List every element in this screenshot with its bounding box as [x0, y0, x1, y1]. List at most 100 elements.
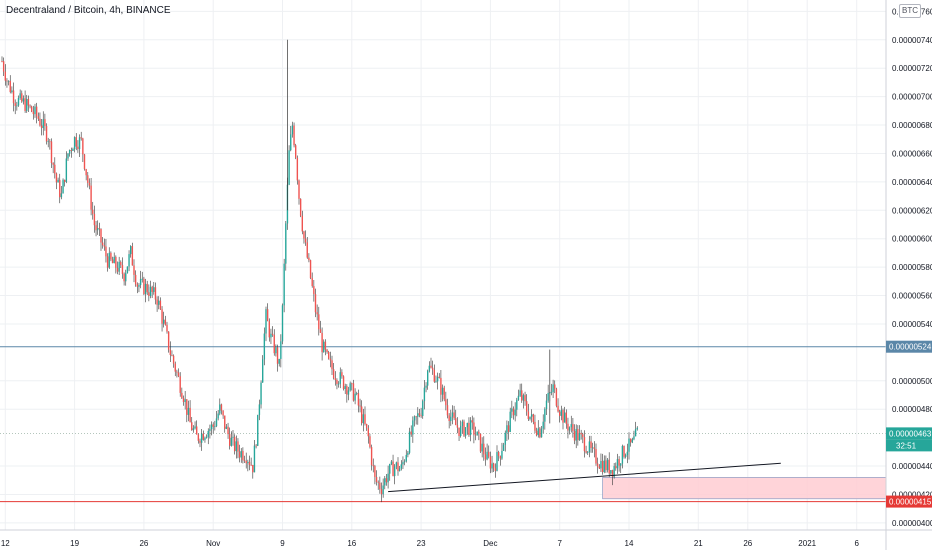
candle-down	[93, 213, 96, 226]
candle-down	[415, 416, 417, 418]
candle-down	[116, 267, 119, 272]
candle-down	[103, 245, 105, 247]
candle-up	[187, 407, 190, 415]
candle-down	[12, 90, 15, 104]
candle-down	[397, 462, 399, 472]
candle-up	[600, 460, 602, 469]
candle-down	[295, 145, 297, 158]
countdown-bg	[886, 439, 932, 452]
candle-down	[367, 427, 369, 437]
candle-down	[351, 383, 353, 385]
candle-down	[191, 422, 193, 431]
candle-up	[610, 470, 612, 474]
candle-down	[9, 80, 11, 93]
candle-up	[68, 150, 71, 154]
candle-down	[245, 460, 247, 464]
y-tick-label: 0.00000640	[892, 178, 932, 187]
price-labels: 0.00000524 0.00000415 0.00000463 32:51	[886, 340, 932, 508]
candle-down	[14, 103, 16, 106]
candle-down	[596, 463, 599, 467]
candle-down	[212, 424, 214, 427]
candle-down	[440, 377, 442, 395]
candle-down	[532, 414, 534, 422]
candle-down	[601, 460, 604, 473]
candle-up	[428, 365, 431, 371]
candle-down	[92, 209, 94, 214]
candle-down	[473, 422, 475, 435]
candle-up	[200, 433, 203, 443]
candle-up	[344, 386, 346, 389]
candle-up	[349, 383, 351, 391]
candle-down	[448, 415, 450, 421]
candle-up	[205, 437, 208, 438]
candle-down	[379, 482, 381, 490]
candle-down	[197, 434, 200, 441]
level-label-upper: 0.00000524	[889, 343, 932, 352]
candle-down	[458, 427, 460, 437]
candle-down	[577, 428, 579, 441]
candle-down	[598, 466, 600, 469]
candle-up	[265, 309, 267, 334]
candle-down	[90, 185, 92, 210]
candle-down	[433, 369, 435, 382]
candle-down	[105, 246, 107, 257]
candle-up	[125, 273, 127, 282]
candle-down	[521, 390, 523, 401]
candle-down	[583, 437, 586, 452]
candle-down	[227, 426, 229, 435]
candle-down	[83, 154, 86, 170]
candle-up	[587, 452, 589, 453]
candle-up	[625, 454, 627, 457]
candle-down	[45, 126, 48, 142]
x-tick-label: 2021	[798, 539, 816, 548]
candle-up	[529, 416, 531, 420]
candle-down	[299, 198, 302, 216]
candle-up	[214, 426, 216, 427]
candle-down	[82, 138, 84, 155]
currency-badge[interactable]: BTC	[899, 4, 921, 18]
candle-down	[334, 378, 336, 380]
candle-down	[608, 459, 610, 474]
candle-down	[148, 292, 150, 296]
candle-up	[435, 381, 437, 383]
candle-up	[417, 413, 419, 417]
x-tick-label: 16	[347, 539, 356, 548]
y-tick-label: 0.00000580	[892, 263, 932, 272]
candle-down	[380, 489, 383, 495]
candle-down	[301, 215, 303, 232]
candle-down	[229, 434, 231, 446]
candle-down	[85, 169, 87, 176]
candle-up	[384, 478, 386, 486]
candle-down	[582, 434, 584, 438]
candle-down	[364, 414, 366, 424]
candle-down	[618, 459, 620, 466]
candle-down	[573, 430, 576, 441]
x-tick-label: 6	[854, 539, 859, 548]
candle-down	[224, 415, 226, 429]
candle-up	[616, 459, 619, 469]
candle-up	[504, 432, 506, 445]
candle-up	[339, 372, 341, 384]
candle-down	[21, 93, 23, 102]
candle-down	[88, 182, 91, 186]
candle-up	[588, 441, 591, 453]
candle-up	[547, 392, 549, 401]
candle-down	[95, 225, 97, 231]
current-price-label: 0.00000463	[889, 429, 932, 438]
candle-up	[568, 427, 571, 431]
candle-up	[620, 463, 622, 466]
candle-down	[250, 464, 252, 466]
candle-down	[319, 329, 322, 333]
candle-down	[174, 363, 176, 372]
candle-up	[395, 462, 398, 467]
candle-down	[365, 423, 368, 428]
candle-down	[580, 432, 582, 435]
candle-down	[266, 309, 269, 322]
candle-up	[486, 451, 488, 460]
y-tick-label: 0.00000660	[892, 149, 932, 158]
candle-down	[54, 164, 56, 174]
candle-up	[436, 376, 439, 382]
candle-down	[143, 278, 145, 295]
